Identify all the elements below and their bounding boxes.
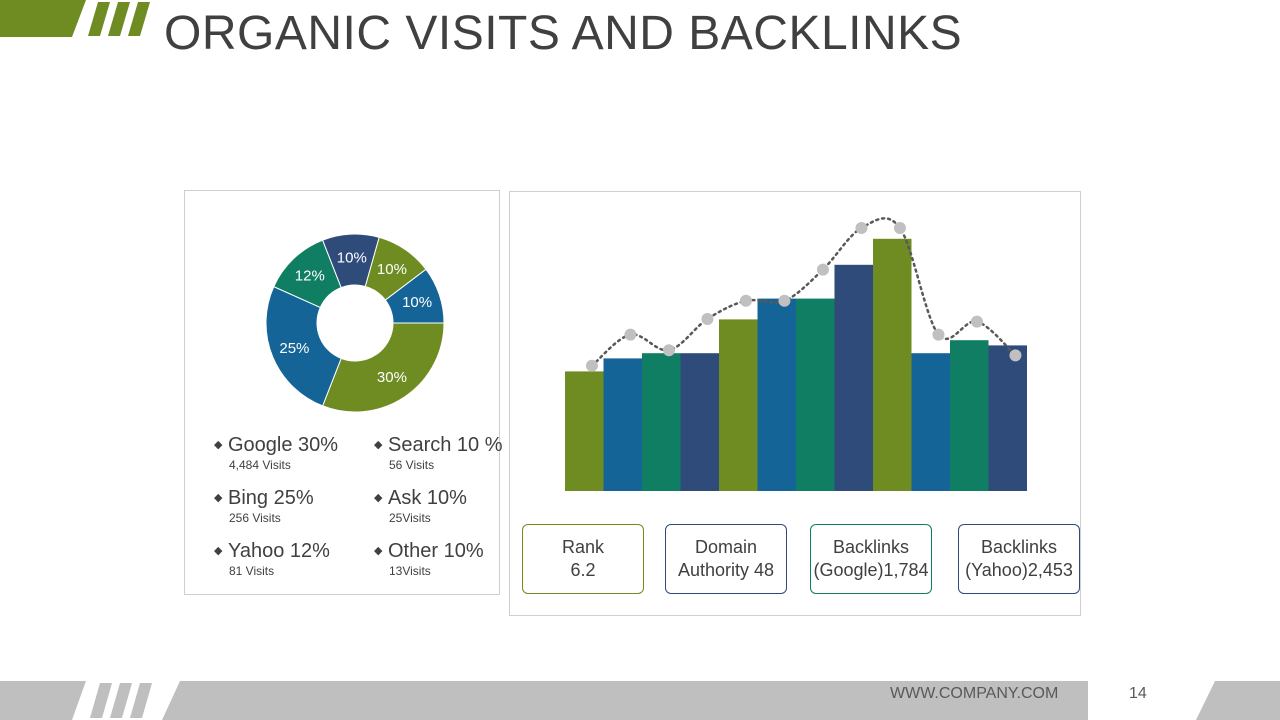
footer-left-bar [0,681,86,720]
pie-slice-label: 10% [377,261,407,278]
legend-visits: 4,484 Visits [229,458,291,472]
legend-label-text: Bing 25% [228,487,314,509]
trend-point [1009,349,1022,362]
legend-visits: 256 Visits [229,511,281,525]
diamond-bullet-icon: ◆ [374,439,383,451]
legend-label: ◆ Google 30% [214,434,338,457]
legend-label: ◆ Bing 25% [214,487,314,510]
metric-line-2: (Yahoo)2,453 [965,560,1073,580]
metric-line-1: Rank [561,537,605,557]
trend-point [739,294,752,307]
header-stripe [88,2,110,36]
legend-item: ◆ Search 10 % 56 Visits [374,434,503,473]
metric-line-2: (Google)1,784 [813,560,929,580]
trend-point [932,328,945,341]
metric-line-2: Authority 48 [677,560,775,580]
trend-point [855,222,868,234]
bar [603,358,642,491]
legend-visits: 25Visits [389,511,431,525]
legend-item: ◆ Google 30% 4,484 Visits [214,434,338,473]
header-stripe [128,2,150,36]
header-green-bar [0,0,86,37]
legend-visits: 56 Visits [389,458,435,472]
trend-point [662,344,675,357]
legend-item: ◆ Yahoo 12% 81 Visits [214,540,330,579]
legend-label-text: Search 10 % [388,434,503,456]
diamond-bullet-icon: ◆ [214,439,223,451]
trend-point [585,359,598,372]
footer-stripe [110,683,132,718]
legend-label: ◆ Other 10% [374,540,484,563]
page-title: ORGANIC VISITS AND BACKLINKS [164,7,963,60]
legend-label-text: Google 30% [228,434,339,456]
metric-line-2: 6.2 [570,560,596,580]
bar [988,345,1027,491]
diamond-bullet-icon: ◆ [214,545,223,557]
footer-website: WWW.COMPANY.COM [890,685,1059,702]
metric-box: Backlinks (Yahoo)2,453 [958,524,1080,594]
diamond-bullet-icon: ◆ [374,492,383,504]
bar [757,298,796,491]
legend-label-text: Ask 10% [388,487,467,509]
footer-right-bar [1196,681,1280,720]
legend-label: ◆ Ask 10% [374,487,467,510]
metric-box: Backlinks (Google)1,784 [810,524,932,594]
footer-stripe [130,683,152,718]
metric-box: Rank 6.2 [522,524,644,594]
pie-slice [384,268,445,324]
pie-slice-label: 30% [377,369,407,386]
header-stripe [108,2,130,36]
bar [950,340,989,491]
bar [642,353,681,491]
page-number: 14 [1129,685,1147,702]
visits-panel [184,190,500,595]
metric-line-1: Backlinks [832,537,910,557]
legend-label-text: Other 10% [388,540,484,562]
metric-line-1: Backlinks [980,537,1058,557]
pie-slice [321,322,445,413]
metric-line-1: Domain [694,537,758,557]
bar [911,353,950,491]
bar [834,264,873,491]
legend-visits: 81 Visits [229,564,275,578]
metric-box: Domain Authority 48 [665,524,787,594]
bar [796,298,835,491]
bar [565,371,604,491]
trend-point [816,263,829,276]
footer-stripe [90,683,112,718]
legend-item: ◆ Bing 25% 256 Visits [214,487,314,526]
legend-visits: 13Visits [389,564,431,578]
pie-slice-label: 10% [402,294,432,311]
pie-slice-label: 10% [337,250,367,267]
pie-slice-label: 25% [279,340,309,357]
legend-label: ◆ Search 10 % [374,434,503,457]
footer-bar [0,681,1280,720]
trend-point [701,313,714,325]
header-decoration [0,0,150,37]
backlinks-panel [509,191,1081,616]
pie-slice [265,285,342,407]
legend-item: ◆ Ask 10% 25Visits [374,487,467,526]
diamond-bullet-icon: ◆ [374,545,383,557]
pie-slice-label: 12% [295,268,325,285]
bar [680,353,719,491]
bar [873,238,912,491]
trend-point [893,222,906,234]
legend-label-text: Yahoo 12% [228,540,330,562]
diamond-bullet-icon: ◆ [214,492,223,504]
legend-label: ◆ Yahoo 12% [214,540,330,563]
trend-point [624,328,637,341]
legend-item: ◆ Other 10% 13Visits [374,540,484,579]
bar-chart [565,217,1027,491]
donut-chart: 30% 25% 12% 10% 10% 10% [265,233,445,413]
footer-main-bar [162,681,1088,720]
trend-point [970,315,983,328]
bar [719,319,758,491]
trend-point [778,294,791,307]
